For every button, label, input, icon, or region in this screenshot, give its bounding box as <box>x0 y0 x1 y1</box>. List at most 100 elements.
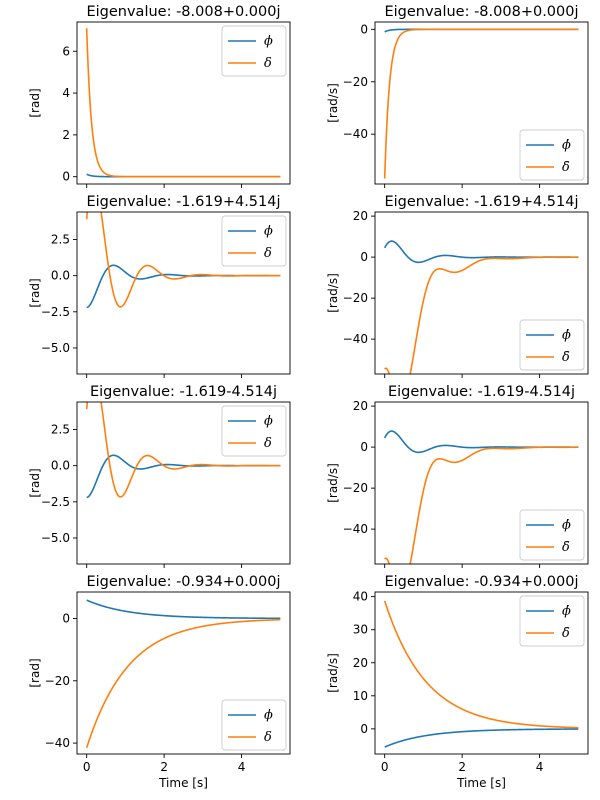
y-axis-label: [rad/s] <box>326 273 340 313</box>
series-line-delta <box>383 600 579 729</box>
series-line-delta <box>85 212 281 308</box>
legend: ϕ̇ δ̇ <box>519 595 585 647</box>
axes-frame <box>374 211 589 375</box>
axes-frame <box>374 401 589 565</box>
subplot-8: 0 2 4 40 30 20 10 0 Eigenvalue: -0.934+0.000j [ra… <box>326 574 589 790</box>
y-tick-label: −40 <box>343 522 368 536</box>
subplot-title: Eigenvalue: -1.619+4.514j <box>384 194 578 210</box>
y-axis-label: [rad] <box>28 278 42 307</box>
legend: ϕ̇ δ̇ <box>519 509 585 561</box>
subplot-title: Eigenvalue: -1.619-4.514j <box>388 384 575 400</box>
series-line-delta <box>384 446 579 564</box>
y-tick-label: 2.5 <box>51 232 70 246</box>
legend-box <box>519 595 585 647</box>
subplot-title: Eigenvalue: -1.619-4.514j <box>90 384 277 400</box>
legend-label: ϕ <box>264 224 273 239</box>
axes-frame <box>76 211 291 375</box>
y-tick-label: −2.5 <box>41 495 70 509</box>
y-tick-label: −20 <box>45 674 70 688</box>
y-tick-label: 0.0 <box>51 459 70 473</box>
x-tick-label: 0 <box>83 760 91 774</box>
series-line-delta <box>85 28 281 178</box>
y-tick-label: 2.5 <box>51 422 70 436</box>
legend: ϕδ <box>221 405 287 457</box>
legend-box <box>221 699 287 751</box>
y-tick-label: −20 <box>343 75 368 89</box>
series-line-delta <box>383 28 579 179</box>
legend-label: δ <box>264 246 272 261</box>
subplot-3: 2.5 0.0 −2.5 −5.0 Eigenvalue: -1.619+4.514j [… <box>28 194 291 378</box>
y-tick-label: 4 <box>62 86 70 100</box>
y-axis-label: [rad/s] <box>326 653 340 693</box>
y-tick-label: −40 <box>343 127 368 141</box>
series-line-phi <box>384 728 579 748</box>
legend-box <box>221 25 287 77</box>
x-axis-label: Time [s] <box>158 776 208 790</box>
subplot-title: Eigenvalue: -1.619+4.514j <box>86 194 280 210</box>
y-tick-label: 30 <box>353 623 368 637</box>
legend-label: ϕ̇ <box>562 328 571 343</box>
x-tick-label: 4 <box>238 760 246 774</box>
series-line-phi <box>86 599 281 620</box>
y-tick-label: 0 <box>360 722 368 736</box>
x-tick-label: 4 <box>536 760 544 774</box>
subplot-4: 20 0 −20 −40 Eigenvalue: -1.619+4.514j [rad/s… <box>326 194 589 378</box>
legend: ϕ̇ δ̇ <box>519 129 585 181</box>
legend-box <box>519 129 585 181</box>
legend-label: ϕ̇ <box>562 518 571 533</box>
y-tick-label: −40 <box>343 332 368 346</box>
axes-frame <box>76 401 291 565</box>
axes-frame <box>76 591 291 755</box>
series-line-phi <box>383 240 579 264</box>
y-tick-label: −5.0 <box>41 341 70 355</box>
legend-label: ϕ̇ <box>562 138 571 153</box>
legend-label: δ̇ <box>562 540 570 555</box>
legend-box <box>519 509 585 561</box>
y-axis-label: [rad] <box>28 88 42 117</box>
y-axis-label: [rad/s] <box>326 83 340 123</box>
y-tick-label: −40 <box>45 736 70 750</box>
y-tick-label: 2 <box>62 128 70 142</box>
y-tick-label: 20 <box>353 209 368 223</box>
legend: ϕδ <box>221 699 287 751</box>
legend: ϕδ <box>221 25 287 77</box>
legend-label: δ̇ <box>562 350 570 365</box>
x-tick-label: 0 <box>381 760 389 774</box>
x-axis-label: Time [s] <box>456 776 506 790</box>
legend-label: ϕ <box>264 414 273 429</box>
y-tick-label: −20 <box>343 291 368 305</box>
legend: ϕ̇ δ̇ <box>519 319 585 371</box>
subplot-title: Eigenvalue: -8.008+0.000j <box>86 4 280 20</box>
y-tick-label: 10 <box>353 689 368 703</box>
y-axis-label: [rad/s] <box>326 463 340 503</box>
legend: ϕδ <box>221 215 287 267</box>
subplot-1: 0 2 4 6 Eigenvalue: -8.008+0.000j [rad] ϕδ <box>28 4 291 188</box>
y-tick-label: 0 <box>62 170 70 184</box>
y-axis-label: [rad] <box>28 468 42 497</box>
legend-label: ϕ <box>264 34 273 49</box>
subplot-7: 0 2 4 0 −20 −40 Eigenvalue: -0.934+0.000j [rad]… <box>28 574 291 790</box>
y-tick-label: 6 <box>62 44 70 58</box>
y-tick-label: 0 <box>360 440 368 454</box>
y-tick-label: 20 <box>353 656 368 670</box>
subplot-title: Eigenvalue: -0.934+0.000j <box>384 574 578 590</box>
y-tick-label: 20 <box>353 399 368 413</box>
legend-box <box>519 319 585 371</box>
series-line-delta <box>384 256 579 374</box>
legend-box <box>221 405 287 457</box>
y-tick-label: −2.5 <box>41 305 70 319</box>
legend-label: δ̇ <box>562 160 570 175</box>
subplot-2: 0 −20 −40 Eigenvalue: -8.008+0.000j [rad/s] ϕ… <box>326 4 589 188</box>
y-tick-label: 0 <box>62 611 70 625</box>
y-tick-label: −5.0 <box>41 531 70 545</box>
y-tick-label: 40 <box>353 590 368 604</box>
legend-box <box>221 215 287 267</box>
x-tick-label: 2 <box>458 760 466 774</box>
subplot-5: 2.5 0.0 −2.5 −5.0 Eigenvalue: -1.619-4.514j [… <box>28 384 291 568</box>
subplot-6: 20 0 −20 −40 Eigenvalue: -1.619-4.514j [rad/s… <box>326 384 589 568</box>
x-tick-label: 2 <box>160 760 168 774</box>
subplot-title: Eigenvalue: -0.934+0.000j <box>86 574 280 590</box>
y-tick-label: 0.0 <box>51 269 70 283</box>
series-line-delta <box>85 402 281 498</box>
